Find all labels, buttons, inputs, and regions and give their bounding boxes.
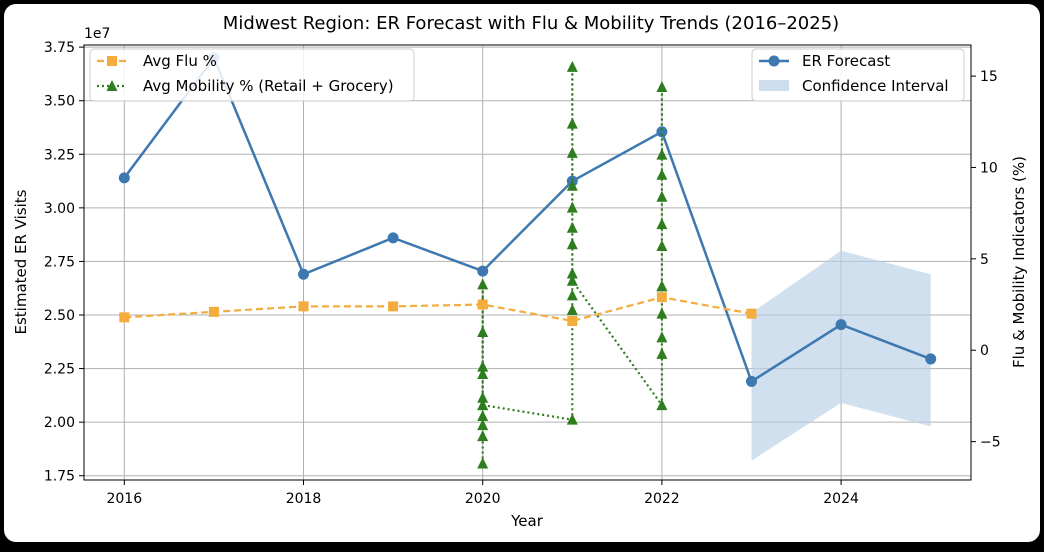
mobility-point: [566, 238, 578, 250]
flu-point: [298, 301, 309, 312]
mobility-point: [477, 410, 489, 422]
mobility-point: [656, 240, 668, 252]
chart-frame: Midwest Region: ER Forecast with Flu & M…: [4, 4, 1040, 542]
y-offset-label: 1e7: [84, 26, 110, 42]
y-tick-label: 3.25: [44, 147, 75, 163]
y-tick-label: 2.75: [44, 254, 75, 270]
mobility-point: [656, 218, 668, 230]
flu-point: [656, 292, 667, 303]
mobility-point: [566, 146, 578, 158]
flu-line: [124, 296, 752, 323]
mobility-point: [566, 60, 578, 72]
y-tick-label: 2.00: [44, 415, 75, 431]
legend-ci-swatch: [759, 80, 789, 91]
mobility-point: [477, 419, 489, 431]
er-forecast-line: [123, 55, 932, 384]
plot-area: [83, 44, 972, 481]
mobility-point: [566, 267, 578, 279]
confidence-band-layer: [751, 250, 931, 461]
x-tick-label: 2024: [823, 491, 859, 507]
er-forecast-point: [745, 375, 757, 387]
er-forecast-point: [477, 265, 489, 277]
mobility-point: [566, 274, 578, 286]
er-forecast-point: [298, 268, 310, 280]
mobility-point: [566, 221, 578, 233]
legend-mobility-label: Avg Mobility % (Retail + Grocery): [143, 77, 394, 95]
er-forecast-point: [835, 319, 847, 331]
mobility-point: [566, 201, 578, 213]
legend-left-box: [89, 48, 415, 102]
mobility-point: [566, 179, 578, 191]
x-tick-label: 2018: [286, 491, 322, 507]
mobility-point: [477, 278, 489, 290]
flu-point: [477, 299, 488, 310]
flu-point: [208, 306, 219, 317]
y-tick-label: 3.00: [44, 201, 75, 217]
mobility-point: [566, 304, 578, 316]
legend-left: Avg Flu % Avg Mobility % (Retail + Groce…: [89, 48, 415, 102]
flu-point: [388, 301, 399, 312]
mobility-point: [477, 430, 489, 442]
x-tick-label: 2020: [465, 491, 501, 507]
mobility-point: [656, 81, 668, 93]
y2-tick-label: 15: [980, 69, 998, 85]
series-layer: [118, 52, 937, 469]
x-tick-label: 2016: [106, 491, 142, 507]
mobility-point: [656, 399, 668, 411]
mobility-point: [656, 168, 668, 180]
mobility-point: [656, 280, 668, 292]
mobility-point: [477, 399, 489, 411]
y2-tick-label: −5: [980, 435, 1001, 451]
y-axis-label: Estimated ER Visits: [12, 189, 30, 334]
legend-flu-label: Avg Flu %: [143, 52, 217, 70]
mobility-point: [566, 413, 578, 425]
y-tick-label: 3.50: [44, 94, 75, 110]
flu-point: [746, 308, 757, 319]
mobility-point: [656, 148, 668, 160]
y2-tick-label: 0: [980, 343, 989, 359]
er-forecast-point: [656, 126, 668, 138]
er-forecast-point: [387, 232, 399, 244]
y2-tick-label: 10: [980, 160, 998, 176]
mobility-point: [656, 190, 668, 202]
legend-flu-marker: [107, 56, 117, 66]
confidence-band: [751, 250, 931, 461]
legend-er-marker: [768, 55, 780, 67]
mobility-point: [656, 307, 668, 319]
mobility-point: [656, 331, 668, 343]
chart: Midwest Region: ER Forecast with Flu & M…: [12, 13, 1028, 530]
x-axis-label: Year: [510, 512, 544, 530]
er-forecast-point: [925, 353, 937, 365]
mobility-point: [477, 457, 489, 469]
y2-tick-label: 5: [980, 252, 989, 268]
y-tick-label: 2.50: [44, 308, 75, 324]
mobility-point: [477, 391, 489, 403]
legend-right: ER Forecast Confidence Interval: [751, 48, 965, 102]
flu-point: [119, 312, 130, 323]
legend-er-label: ER Forecast: [802, 52, 890, 70]
y2-axis-label: Flu & Mobility Indicators (%): [1010, 156, 1028, 368]
y-tick-label: 1.75: [44, 469, 75, 485]
flu-point: [567, 315, 578, 326]
er-forecast-point: [118, 172, 130, 184]
axes-layer: 2016 2018 2020 2022 2024 1.75 2.00 2.25 2.50 2.75…: [44, 40, 1001, 507]
chart-title: Midwest Region: ER Forecast with Flu & M…: [223, 13, 839, 34]
mobility-point: [477, 325, 489, 337]
mobility-point: [656, 347, 668, 359]
legend-mobility-marker: [106, 80, 118, 91]
legend-ci-label: Confidence Interval: [802, 77, 949, 95]
mobility-point: [477, 367, 489, 379]
y-tick-label: 2.25: [44, 362, 75, 378]
legend-right-box: [751, 48, 965, 102]
x-tick-label: 2022: [644, 491, 680, 507]
mobility-point: [566, 289, 578, 301]
mobility-point: [566, 117, 578, 129]
mobility-point: [477, 360, 489, 372]
y-tick-label: 3.75: [44, 40, 75, 56]
